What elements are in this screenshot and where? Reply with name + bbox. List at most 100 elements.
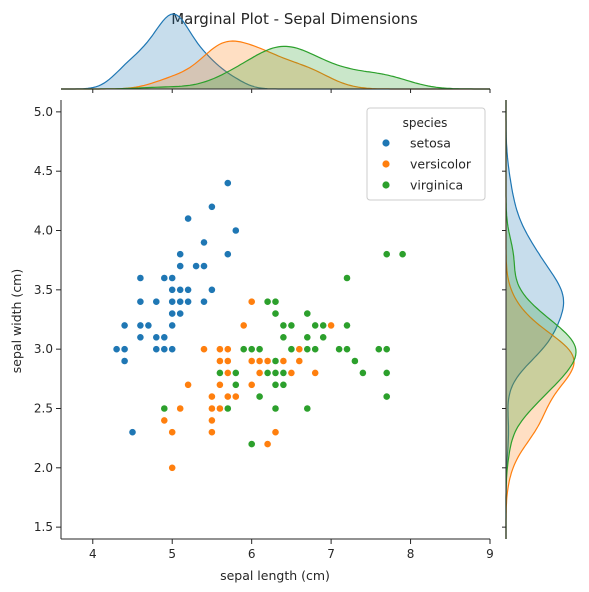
y-tick-label: 3.0 (34, 342, 53, 356)
point-virginica (303, 345, 312, 354)
legend-title: species (403, 116, 448, 130)
y-tick-label: 4.0 (34, 224, 53, 238)
point-versicolor (287, 368, 296, 377)
legend: species setosa versicolor virginica (366, 107, 486, 201)
point-setosa (207, 285, 216, 294)
point-virginica (303, 333, 312, 342)
point-virginica (311, 321, 320, 330)
y-tick-label: 2.0 (34, 461, 53, 475)
point-virginica (382, 345, 391, 354)
point-virginica (374, 345, 383, 354)
point-setosa (200, 238, 208, 247)
point-versicolor (176, 404, 185, 413)
point-virginica (271, 380, 280, 389)
point-virginica (247, 440, 256, 448)
x-tick-label: 9 (486, 547, 494, 561)
point-versicolor (223, 368, 232, 377)
point-setosa (231, 226, 240, 235)
point-versicolor (263, 440, 272, 448)
point-versicolor (279, 357, 288, 365)
point-virginica (287, 321, 296, 330)
main-scatter-axes: 4 5 6 7 8 9 1.5 2.0 2.5 3.0 3.5 4.0 4.5 5.0 (34, 100, 494, 561)
point-virginica (287, 345, 296, 354)
point-setosa (192, 262, 200, 270)
point-versicolor (223, 345, 232, 354)
legend-marker-versicolor (382, 160, 390, 168)
point-virginica (398, 250, 407, 259)
point-setosa (120, 321, 129, 330)
point-virginica (279, 333, 288, 342)
point-versicolor (215, 345, 224, 354)
point-versicolor (271, 428, 280, 437)
point-virginica (343, 274, 351, 282)
point-setosa (184, 297, 192, 306)
axis-spines (60, 100, 490, 540)
point-setosa (176, 297, 185, 306)
legend-label-setosa: setosa (410, 136, 451, 151)
point-setosa (152, 345, 161, 354)
right-marginal-kde (502, 100, 577, 539)
point-setosa (160, 345, 169, 354)
point-setosa (136, 333, 145, 342)
point-setosa (184, 285, 192, 294)
x-axis-label: sepal length (cm) (220, 568, 330, 583)
point-virginica (279, 380, 288, 389)
point-virginica (271, 357, 280, 365)
y-axis-label: sepal width (cm) (9, 269, 24, 373)
right-kde-fill-versicolor (506, 100, 574, 539)
point-virginica (319, 333, 328, 342)
point-versicolor (295, 357, 304, 365)
point-setosa (120, 345, 129, 354)
point-virginica (263, 297, 272, 306)
top-kde-fill-versicolor (61, 41, 490, 89)
point-virginica (215, 368, 224, 377)
y-tick-label: 5.0 (34, 105, 53, 119)
point-virginica (247, 345, 256, 354)
point-virginica (343, 321, 351, 330)
point-versicolor (207, 416, 216, 425)
point-virginica (255, 345, 264, 354)
point-setosa (136, 274, 145, 282)
right-kde-fill-virginica (506, 100, 576, 539)
point-setosa (152, 297, 161, 306)
point-versicolor (160, 416, 169, 425)
point-setosa (160, 274, 169, 282)
point-virginica (279, 321, 288, 330)
x-tick-label: 6 (248, 547, 256, 561)
y-tick-label: 2.5 (34, 401, 53, 415)
y-tick-label: 1.5 (34, 520, 53, 534)
x-tick-label: 7 (327, 547, 335, 561)
point-setosa (136, 297, 145, 306)
point-setosa (112, 345, 121, 354)
point-versicolor (207, 404, 216, 413)
point-virginica (382, 392, 391, 401)
legend-label-virginica: virginica (410, 178, 463, 193)
point-virginica (271, 368, 280, 377)
y-tick-label: 4.5 (34, 164, 53, 178)
point-setosa (176, 262, 185, 270)
point-versicolor (231, 392, 240, 401)
scatter-points (112, 179, 407, 472)
point-virginica (311, 345, 320, 354)
point-versicolor (295, 345, 304, 354)
point-setosa (160, 333, 169, 342)
point-setosa (136, 321, 145, 330)
point-virginica (335, 345, 343, 354)
point-setosa (168, 345, 177, 354)
point-setosa (120, 357, 129, 365)
point-setosa (176, 285, 185, 294)
point-versicolor (215, 380, 224, 389)
top-marginal-kde (61, 13, 491, 93)
legend-label-versicolor: versicolor (410, 157, 472, 172)
point-setosa (168, 321, 177, 330)
point-versicolor (255, 368, 264, 377)
point-setosa (168, 309, 177, 318)
y-tick-label: 3.5 (34, 283, 53, 297)
point-virginica (160, 404, 169, 413)
right-kde-fill-setosa (506, 100, 564, 539)
top-kde-fill-setosa (61, 14, 490, 89)
point-versicolor (215, 357, 224, 365)
point-setosa (200, 262, 208, 270)
point-versicolor (200, 345, 208, 354)
